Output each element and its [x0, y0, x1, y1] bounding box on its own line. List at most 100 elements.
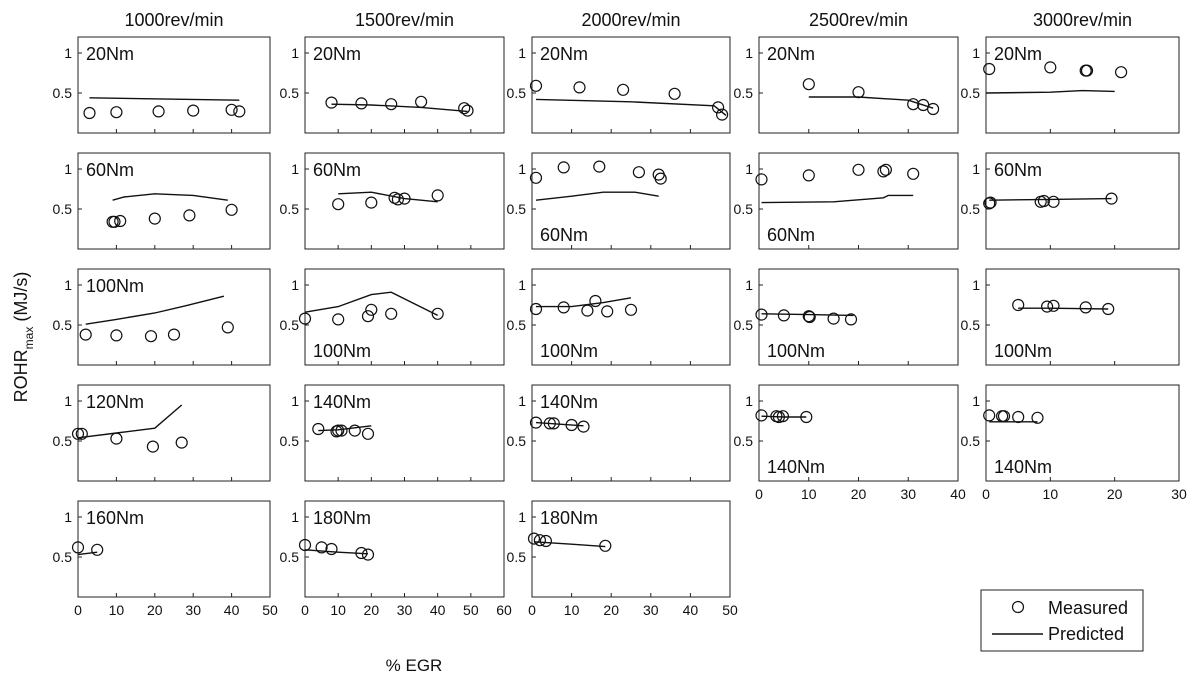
- y-axis-label-main: ROHR: [11, 349, 31, 402]
- measured-point: [361, 310, 375, 323]
- predicted-line: [112, 193, 228, 201]
- measured-point: [332, 313, 345, 326]
- measured-point: [385, 307, 398, 320]
- measured-point: [335, 424, 348, 437]
- y-tick-label: 0.5: [961, 433, 981, 449]
- x-tick-label: 0: [74, 602, 82, 618]
- y-axis-label-subscript: max: [22, 327, 36, 350]
- measured-point: [772, 410, 786, 424]
- x-tick-label: 50: [262, 602, 278, 618]
- predicted-line: [318, 425, 372, 432]
- y-tick-label: 1: [64, 509, 72, 525]
- measured-point: [654, 172, 667, 185]
- legend-predicted-label: Predicted: [1048, 624, 1124, 644]
- measured-point: [361, 548, 375, 561]
- y-tick-label: 1: [972, 161, 980, 177]
- measured-point: [332, 424, 345, 437]
- predicted-line: [85, 295, 225, 325]
- measured-point: [1079, 301, 1092, 314]
- load-label: 20Nm: [86, 44, 134, 64]
- measured-point: [802, 169, 815, 182]
- measured-point: [1114, 66, 1128, 79]
- y-tick-label: 1: [291, 277, 299, 293]
- predicted-line: [304, 291, 439, 317]
- measured-point: [755, 173, 768, 186]
- measured-point: [577, 420, 590, 433]
- y-tick-label: 1: [972, 393, 980, 409]
- measured-point: [461, 104, 474, 117]
- load-label: 100Nm: [313, 341, 371, 361]
- measured-point: [755, 409, 768, 422]
- load-label: 60Nm: [313, 160, 361, 180]
- measured-point: [91, 543, 104, 556]
- measured-point: [183, 209, 196, 222]
- panel-frame: [531, 500, 731, 598]
- measured-point: [827, 312, 840, 325]
- legend: Measured Predicted: [980, 589, 1144, 652]
- y-tick-label: 0.5: [961, 85, 981, 101]
- y-tick-label: 1: [64, 393, 72, 409]
- predicted-line: [808, 96, 934, 109]
- panel-frame: [985, 384, 1180, 482]
- y-tick-label: 1: [745, 277, 753, 293]
- legend-measured-marker: [1011, 600, 1025, 614]
- measured-point: [325, 542, 338, 556]
- measured-point: [624, 303, 638, 316]
- panel-1500rev-min-20nm: 0.5 1 20Nm: [280, 36, 505, 134]
- measured-point: [146, 440, 159, 453]
- panel-frame: [985, 36, 1180, 134]
- load-label: 100Nm: [767, 341, 825, 361]
- predicted-line: [338, 191, 438, 203]
- measured-point: [632, 166, 646, 179]
- y-tick-label: 1: [291, 393, 299, 409]
- load-label: 100Nm: [540, 341, 598, 361]
- measured-point: [777, 309, 791, 322]
- panel-frame: [304, 36, 505, 134]
- predicted-line: [77, 551, 98, 556]
- measured-point: [581, 304, 594, 317]
- measured-point: [539, 534, 553, 548]
- y-tick-label: 1: [972, 45, 980, 61]
- y-tick-label: 1: [291, 509, 299, 525]
- y-tick-label: 1: [518, 509, 526, 525]
- measured-point: [348, 424, 361, 437]
- column-title-1500rev-min: 1500rev/min: [355, 10, 454, 30]
- predicted-line: [89, 97, 240, 101]
- y-tick-label: 1: [518, 45, 526, 61]
- x-axis-label: % EGR: [386, 656, 443, 675]
- column-title-1000rev-min: 1000rev/min: [124, 10, 223, 30]
- panel-frame: [304, 152, 505, 250]
- y-tick-label: 0.5: [280, 201, 300, 217]
- load-label: 120Nm: [86, 392, 144, 412]
- measured-point: [593, 160, 606, 173]
- y-tick-label: 0.5: [734, 433, 754, 449]
- panel-frame: [304, 500, 505, 598]
- measured-point: [589, 294, 602, 308]
- measured-point: [391, 193, 404, 206]
- measured-point: [557, 161, 570, 174]
- measured-point: [398, 192, 411, 205]
- measured-point: [79, 328, 92, 341]
- y-tick-label: 1: [291, 45, 299, 61]
- column-title-2000rev-min: 2000rev/min: [581, 10, 680, 30]
- y-axis-label-unit: (MJ/s): [11, 272, 31, 327]
- column-titles: 1000rev/min 1500rev/min 2000rev/min 2500rev…: [124, 10, 1132, 30]
- y-tick-label: 0.5: [734, 85, 754, 101]
- panel-1000rev-min-100nm: 0.5 1 100Nm: [53, 268, 271, 366]
- load-label: 140Nm: [767, 457, 825, 477]
- load-label: 60Nm: [994, 160, 1042, 180]
- y-tick-label: 0.5: [280, 317, 300, 333]
- load-label: 20Nm: [994, 44, 1042, 64]
- measured-point: [365, 196, 378, 209]
- measured-point: [144, 330, 158, 343]
- measured-point: [233, 105, 246, 118]
- y-axis-label: ROHRmax (MJ/s): [11, 272, 36, 403]
- panel-frame: [304, 268, 505, 366]
- panel-2500rev-min-100nm: 0.5 1 100Nm: [734, 268, 959, 366]
- y-tick-label: 0.5: [280, 85, 300, 101]
- y-tick-label: 0.5: [734, 317, 754, 333]
- panel-frame: [531, 152, 731, 250]
